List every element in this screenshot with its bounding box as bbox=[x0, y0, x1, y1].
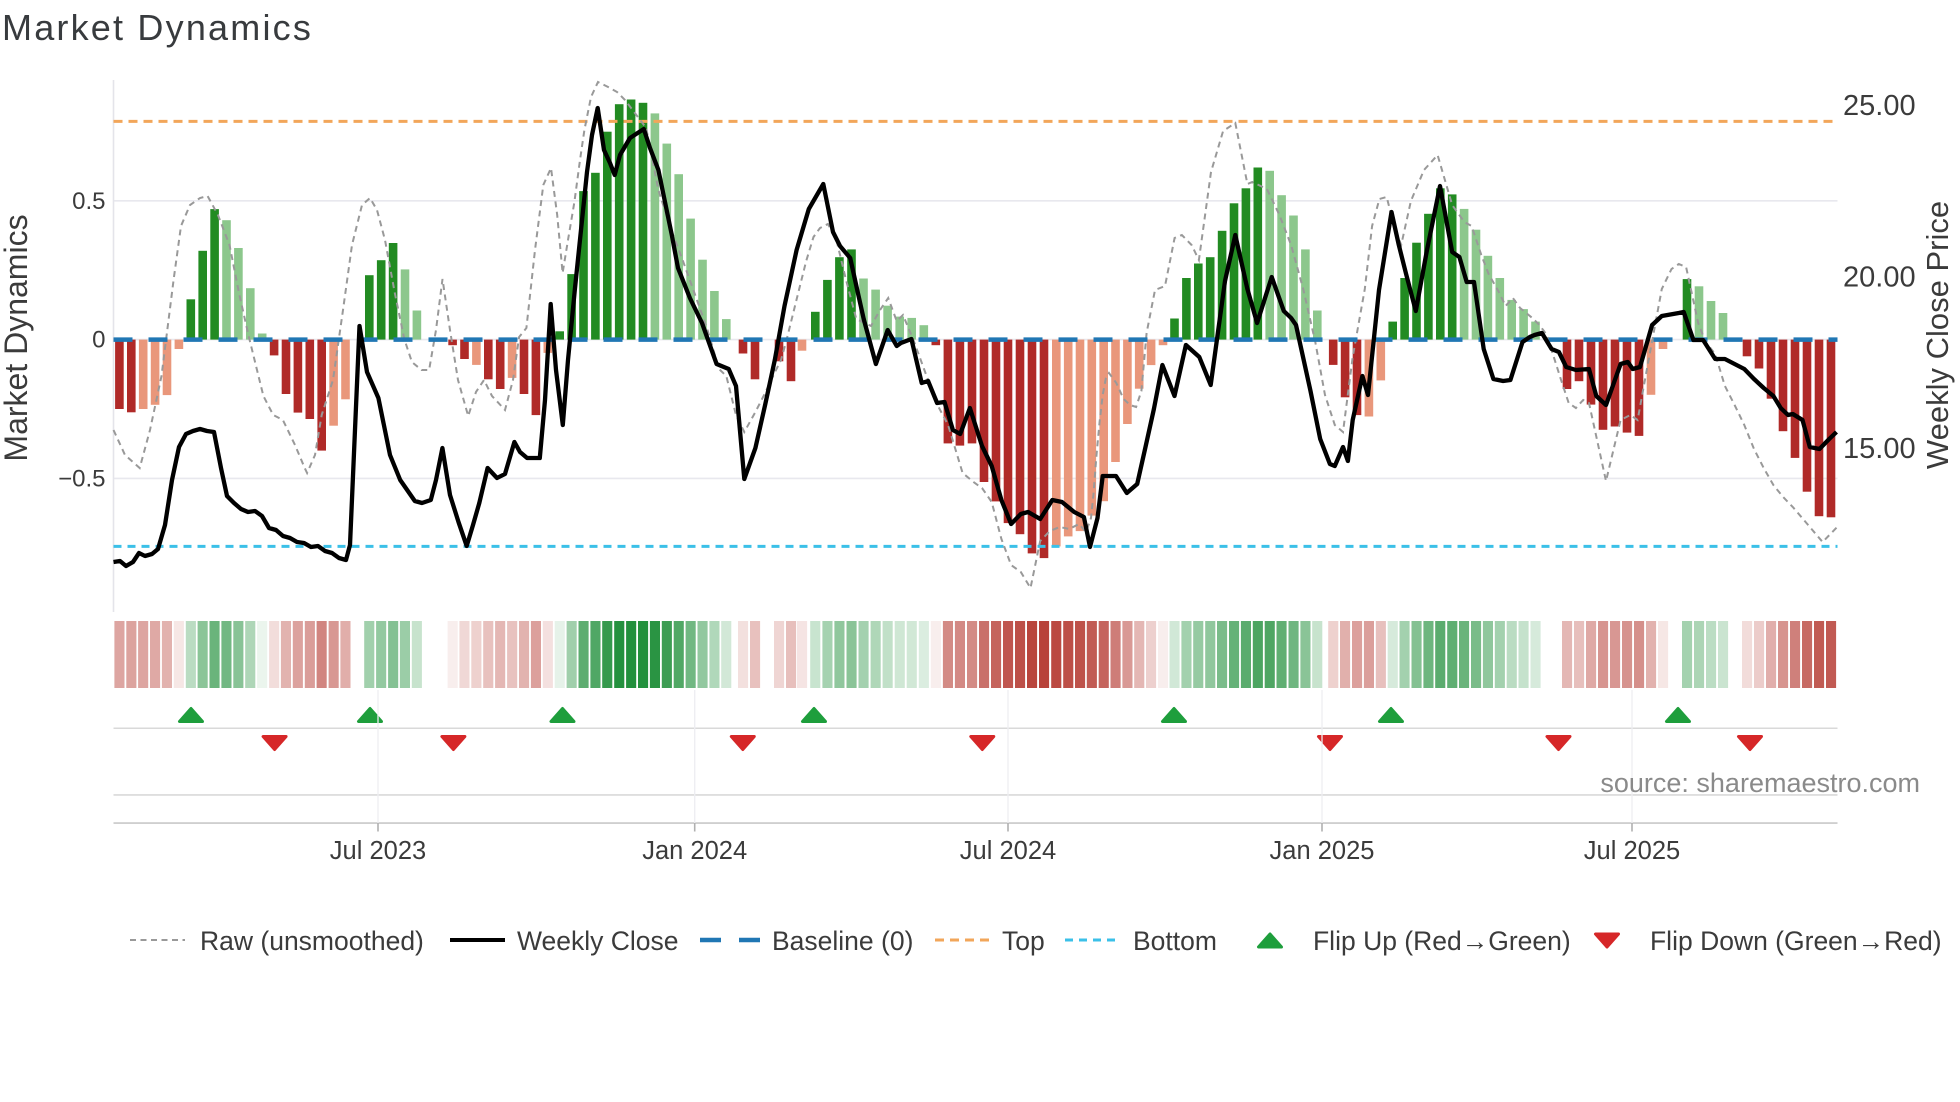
svg-text:Weekly Close Price: Weekly Close Price bbox=[1920, 201, 1955, 469]
svg-text:Market Dynamics: Market Dynamics bbox=[0, 214, 34, 461]
svg-text:Jan 2025: Jan 2025 bbox=[1270, 837, 1375, 865]
svg-text:20.00: 20.00 bbox=[1843, 262, 1916, 294]
svg-text:15.00: 15.00 bbox=[1843, 433, 1916, 465]
svg-text:Flip Down (Green→Red): Flip Down (Green→Red) bbox=[1650, 926, 1942, 956]
svg-text:Jul 2024: Jul 2024 bbox=[960, 837, 1056, 865]
svg-text:Jul 2025: Jul 2025 bbox=[1584, 837, 1680, 865]
svg-text:source: sharemaestro.com: source: sharemaestro.com bbox=[1600, 768, 1920, 798]
svg-text:0.5: 0.5 bbox=[72, 188, 105, 215]
svg-text:Bottom: Bottom bbox=[1133, 926, 1217, 956]
svg-text:Flip Up (Red→Green): Flip Up (Red→Green) bbox=[1313, 926, 1571, 956]
svg-text:25.00: 25.00 bbox=[1843, 90, 1916, 122]
svg-text:Jan 2024: Jan 2024 bbox=[642, 837, 747, 865]
svg-text:Jul 2023: Jul 2023 bbox=[330, 837, 426, 865]
svg-text:0: 0 bbox=[92, 327, 105, 354]
svg-text:Market Dynamics: Market Dynamics bbox=[2, 7, 313, 48]
svg-text:Top: Top bbox=[1002, 926, 1045, 956]
svg-text:−0.5: −0.5 bbox=[58, 465, 105, 492]
svg-text:Raw (unsmoothed): Raw (unsmoothed) bbox=[200, 926, 424, 956]
svg-text:Baseline (0): Baseline (0) bbox=[772, 926, 913, 956]
svg-text:Weekly Close: Weekly Close bbox=[517, 926, 679, 956]
